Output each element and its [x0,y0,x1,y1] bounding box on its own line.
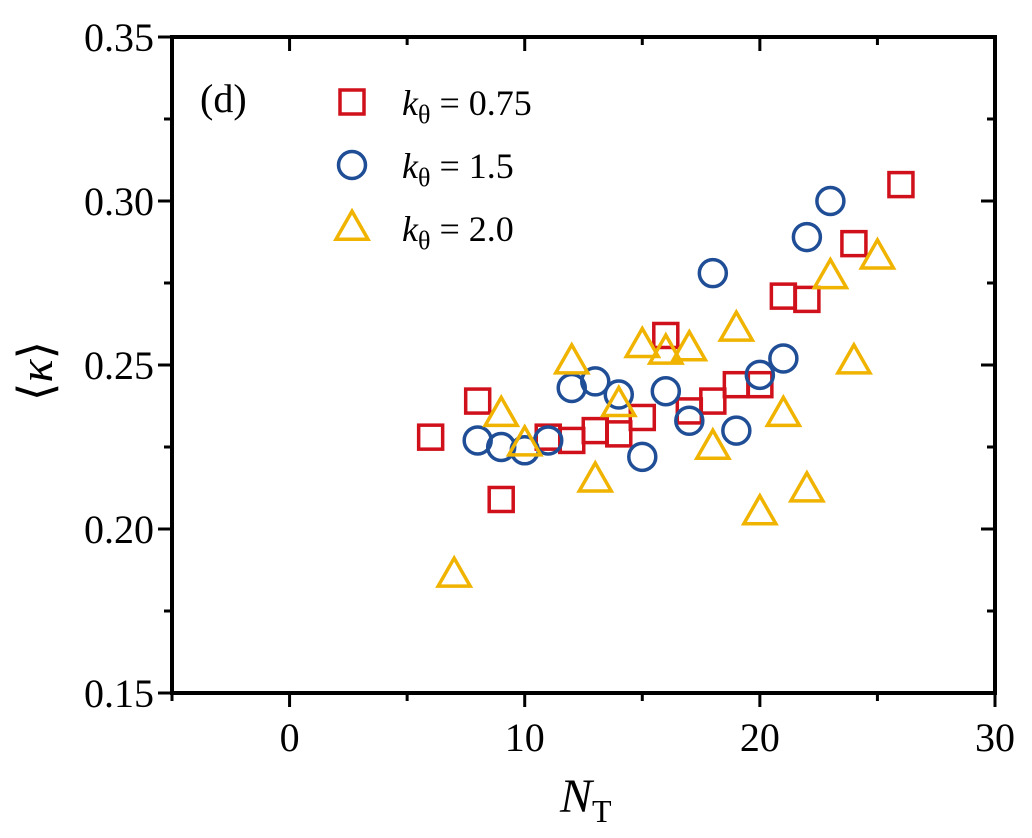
y-tick-label: 0.35 [84,15,154,60]
data-point-triangle [858,236,897,270]
legend-subscript: θ [418,226,430,255]
legend-subscript: θ [418,100,430,129]
y-axis-bracket-right: ⟩ [10,341,63,360]
legend-value: = 2.0 [430,209,513,249]
legend-symbol: k [402,209,419,249]
x-tick-label: 20 [740,715,780,760]
panel-label: (d) [200,76,247,121]
legend-label: kθ = 2.0 [402,209,514,255]
data-point-triangle [834,341,873,375]
data-point-square [887,170,915,199]
svg-text:⟨κ⟩: ⟨κ⟩ [10,341,63,402]
data-point-circle [532,425,564,456]
y-tick-label: 0.20 [84,507,154,552]
y-tick-label: 0.25 [84,343,154,388]
data-point-square [628,403,657,432]
data-point-triangle [717,308,756,342]
x-axis-title-sub: T [592,793,612,829]
legend-subscript: θ [418,163,430,192]
data-point-circle [674,405,705,437]
y-axis-bracket-left: ⟨ [10,383,63,402]
data-point-square [652,321,680,350]
data-point-circle [815,185,846,217]
legend-marker-triangle [332,207,372,241]
series-triangle [435,236,897,588]
data-point-triangle [482,393,521,428]
legend-label: kθ = 1.5 [402,146,514,192]
data-point-triangle [505,423,544,457]
y-axis-title: ⟨κ⟩ [10,341,63,402]
data-point-circle [697,257,729,289]
data-point-square [463,387,492,415]
data-point-triangle [740,492,779,526]
data-point-circle [791,221,823,253]
series-circle [462,185,846,473]
legend-marker-square [338,88,366,116]
data-point-square [605,420,633,448]
x-tick-label: 10 [505,715,545,760]
data-point-circle [744,359,776,391]
data-point-square [699,387,727,415]
legend-symbol: k [402,83,419,123]
legend-label: kθ = 0.75 [402,83,532,129]
legend-item: kθ = 2.0 [332,207,514,255]
data-point-triangle [670,328,709,362]
data-point-triangle [764,393,803,428]
data-point-square [416,423,445,451]
x-tick-label: 30 [975,715,1015,760]
data-point-circle [580,366,611,397]
y-tick-label: 0.15 [84,671,154,716]
data-point-triangle [623,324,662,359]
legend-value: = 1.5 [430,146,513,186]
data-point-triangle [552,341,591,375]
data-point-square [769,282,798,310]
x-tick-label: 0 [280,715,300,760]
data-point-triangle [435,554,474,588]
legend-value: = 0.75 [430,83,531,123]
plot-frame [170,35,997,695]
data-point-triangle [599,384,638,418]
data-point-square [793,285,821,314]
legend-marker-circle [336,149,368,181]
tick-labels-layer: 0 10 20 30 0.15 0.20 0.25 0.30 0.35 [84,15,1015,760]
data-point-triangle [576,459,615,493]
x-axis-title: NT [559,770,612,829]
y-axis-title-main: κ [10,359,63,383]
legend-item: kθ = 1.5 [336,146,514,192]
data-point-triangle [811,256,850,290]
legend-item: kθ = 0.75 [338,83,532,129]
data-point-triangle [646,331,685,365]
data-point-square [487,485,515,514]
data-point-circle [721,415,752,446]
data-point-square [840,229,868,258]
data-point-circle [768,343,799,374]
data-point-square [581,416,610,445]
y-tick-label: 0.30 [84,179,154,224]
data-point-circle [627,441,658,473]
x-axis-title-main: N [559,770,595,823]
series-square [416,170,915,514]
data-point-triangle [693,426,732,460]
legend-symbol: k [402,146,419,186]
data-point-triangle [787,469,826,503]
data-point-circle [603,379,635,410]
data-point-circle [650,375,682,407]
data-point-square [746,370,774,399]
points-layer [416,170,915,588]
